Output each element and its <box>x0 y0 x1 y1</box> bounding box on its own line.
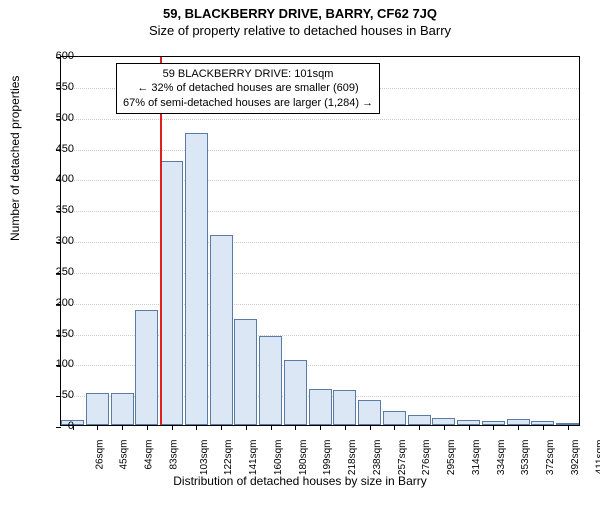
histogram-bar <box>383 411 406 425</box>
x-tick-label: 295sqm <box>446 440 457 476</box>
x-tick-label: 199sqm <box>322 440 333 476</box>
x-tick-label: 257sqm <box>397 440 408 476</box>
x-tick <box>320 425 321 430</box>
histogram-bar <box>160 161 183 425</box>
x-tick <box>493 425 494 430</box>
x-tick-label: 160sqm <box>273 440 284 476</box>
gridline <box>61 150 579 151</box>
x-tick-label: 314sqm <box>471 440 482 476</box>
x-tick <box>196 425 197 430</box>
y-tick-label: 200 <box>44 297 74 309</box>
histogram-bar <box>358 400 381 425</box>
histogram-bar <box>185 133 208 425</box>
gridline <box>61 180 579 181</box>
y-tick-label: 350 <box>44 204 74 216</box>
x-tick-label: 334sqm <box>496 440 507 476</box>
x-tick-label: 411sqm <box>594 440 600 475</box>
x-tick-label: 64sqm <box>144 440 155 470</box>
x-tick-label: 45sqm <box>119 440 130 470</box>
gridline <box>61 304 579 305</box>
y-tick-label: 100 <box>44 358 74 370</box>
x-tick <box>246 425 247 430</box>
x-tick-label: 122sqm <box>223 440 234 476</box>
y-tick-label: 450 <box>44 143 74 155</box>
x-tick <box>147 425 148 430</box>
main-title: 59, BLACKBERRY DRIVE, BARRY, CF62 7JQ <box>0 6 600 21</box>
y-tick-label: 400 <box>44 173 74 185</box>
x-tick-label: 218sqm <box>347 440 358 476</box>
y-tick-label: 300 <box>44 235 74 247</box>
x-tick-label: 83sqm <box>168 440 179 470</box>
y-tick-label: 250 <box>44 266 74 278</box>
annotation-line: ← 32% of detached houses are smaller (60… <box>123 81 373 95</box>
histogram-bar <box>408 415 431 425</box>
x-tick-label: 26sqm <box>94 440 105 470</box>
x-tick <box>97 425 98 430</box>
histogram-bar <box>432 418 455 425</box>
x-tick <box>419 425 420 430</box>
y-tick-label: 550 <box>44 81 74 93</box>
x-tick <box>394 425 395 430</box>
x-tick <box>345 425 346 430</box>
sub-title: Size of property relative to detached ho… <box>0 23 600 38</box>
x-axis-label: Distribution of detached houses by size … <box>0 474 600 488</box>
x-tick <box>518 425 519 430</box>
histogram-bar <box>111 393 134 425</box>
x-tick <box>469 425 470 430</box>
x-tick <box>271 425 272 430</box>
y-tick-label: 600 <box>44 50 74 62</box>
x-tick <box>370 425 371 430</box>
histogram-bar <box>135 310 158 425</box>
x-tick <box>172 425 173 430</box>
histogram-bar <box>309 389 332 425</box>
x-tick <box>295 425 296 430</box>
x-tick <box>122 425 123 430</box>
gridline <box>61 242 579 243</box>
annotation-box: 59 BLACKBERRY DRIVE: 101sqm← 32% of deta… <box>116 63 380 114</box>
y-tick-label: 50 <box>44 389 74 401</box>
histogram-bar <box>259 336 282 425</box>
chart-plot: 59 BLACKBERRY DRIVE: 101sqm← 32% of deta… <box>60 56 580 426</box>
x-tick <box>543 425 544 430</box>
histogram-bar <box>86 393 109 425</box>
x-tick-label: 353sqm <box>520 440 531 476</box>
y-tick-label: 500 <box>44 112 74 124</box>
x-tick <box>221 425 222 430</box>
x-tick-label: 276sqm <box>421 440 432 476</box>
x-tick-label: 392sqm <box>570 440 581 476</box>
histogram-bar <box>333 390 356 425</box>
histogram-bar <box>284 360 307 425</box>
x-tick-label: 238sqm <box>372 440 383 476</box>
y-axis-label: Number of detached properties <box>8 76 22 241</box>
y-tick-label: 0 <box>44 420 74 432</box>
x-tick <box>444 425 445 430</box>
annotation-line: 67% of semi-detached houses are larger (… <box>123 96 373 110</box>
x-tick <box>568 425 569 430</box>
gridline <box>61 273 579 274</box>
histogram-bar <box>210 235 233 425</box>
gridline <box>61 211 579 212</box>
x-tick-label: 141sqm <box>248 440 259 476</box>
x-tick-label: 103sqm <box>199 440 210 476</box>
annotation-line: 59 BLACKBERRY DRIVE: 101sqm <box>123 67 373 81</box>
histogram-bar <box>234 319 257 425</box>
y-tick-label: 150 <box>44 328 74 340</box>
x-tick-label: 180sqm <box>298 440 309 476</box>
gridline <box>61 119 579 120</box>
x-tick-label: 372sqm <box>545 440 556 476</box>
